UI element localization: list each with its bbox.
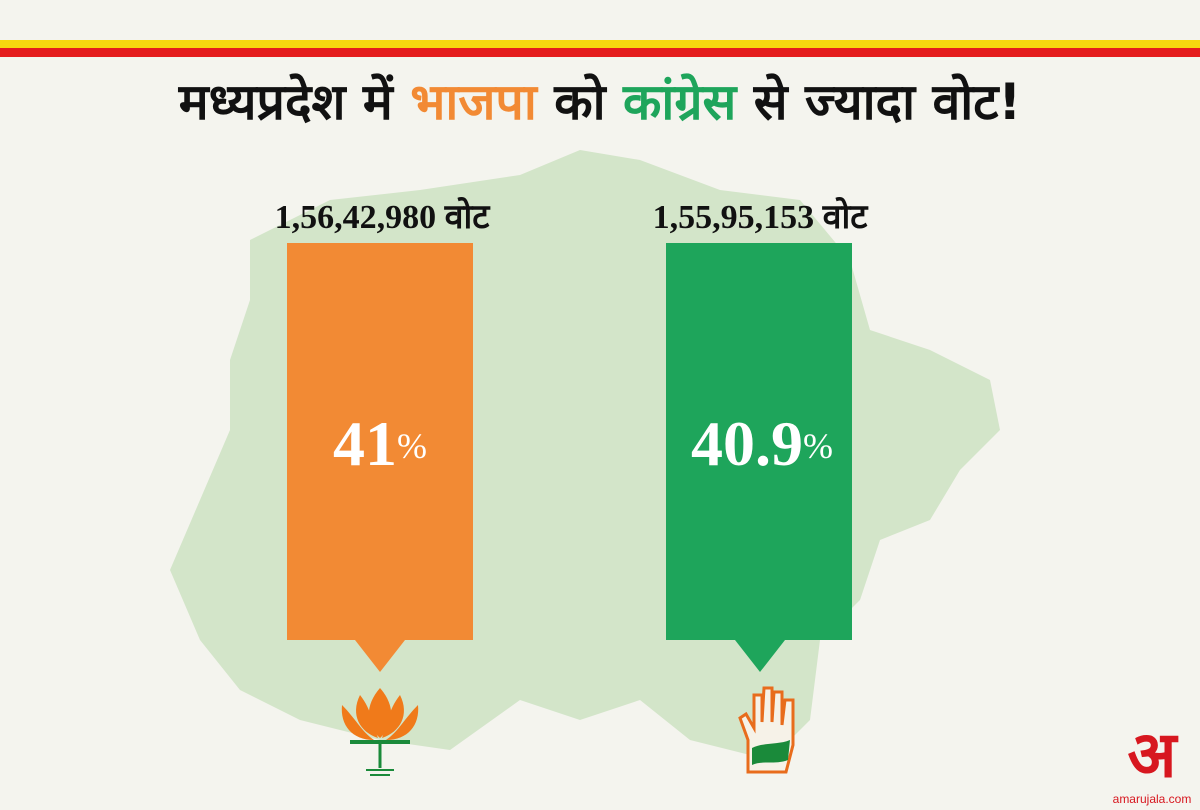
lotus-icon (341, 688, 419, 776)
vote-count: 1,56,42,980 वोट (275, 196, 492, 236)
yellow-stripe (0, 40, 1200, 48)
congress-panel (666, 243, 852, 672)
percent-value: 40.9 (691, 408, 803, 479)
title-part: को (553, 73, 607, 131)
percent: 41% (333, 408, 427, 479)
title-part: से ज्यादा वोट! (753, 73, 1021, 131)
hand-icon (738, 686, 795, 774)
percent-value: 41 (333, 408, 397, 479)
logo-mark: अ (1128, 718, 1179, 793)
title-congress: कांग्रेस (622, 73, 739, 131)
vote-count: 1,55,95,153 वोट (653, 196, 870, 236)
red-stripe (0, 48, 1200, 57)
percent-unit: % (803, 426, 833, 466)
title-part: मध्यप्रदेश में (178, 73, 395, 131)
title-bjp: भाजपा (410, 73, 539, 131)
percent: 40.9% (691, 408, 833, 479)
bjp-panel (287, 243, 473, 672)
logo-site: amarujala.com (1113, 792, 1192, 806)
title: मध्यप्रदेश में भाजपा को कांग्रेस से ज्या… (178, 73, 1021, 131)
percent-unit: % (397, 426, 427, 466)
